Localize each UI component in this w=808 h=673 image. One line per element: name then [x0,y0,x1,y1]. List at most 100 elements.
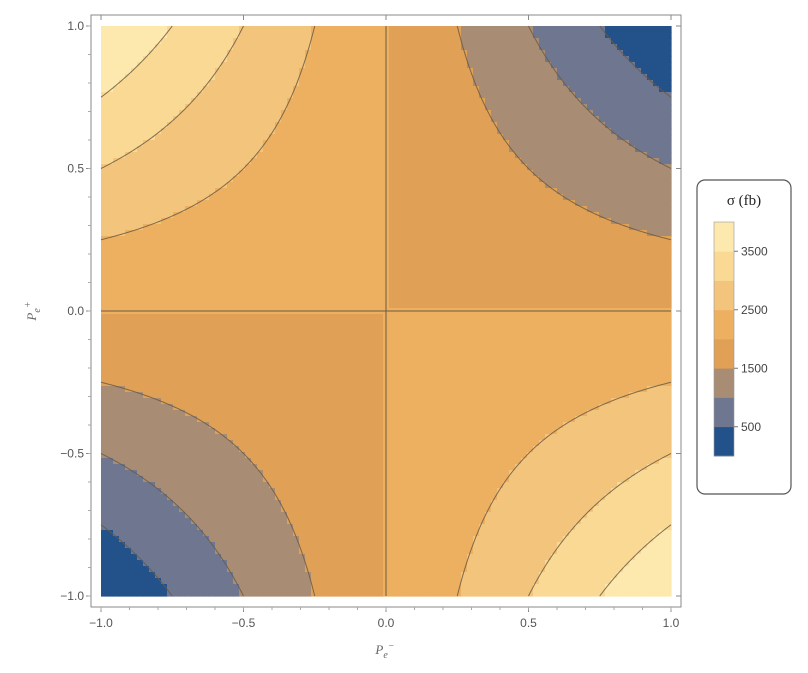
contour-cell [371,134,378,141]
contour-cell [131,500,138,507]
contour-cell [191,140,198,147]
contour-cell [125,566,132,573]
contour-cell [311,38,318,45]
contour-cell [149,404,156,411]
contour-cell [245,452,252,459]
contour-cell [137,284,144,291]
contour-cell [185,356,192,363]
contour-cell [251,302,258,309]
contour-cell [233,374,240,381]
contour-cell [329,62,336,69]
contour-cell [269,206,276,213]
contour-cell [335,566,342,573]
contour-cell [239,488,246,495]
contour-cell [389,578,396,585]
contour-cell [257,98,264,105]
contour-cell [317,194,324,201]
contour-cell [245,482,252,489]
contour-cell [245,140,252,147]
contour-cell [221,332,228,339]
contour-cell [401,494,408,501]
contour-cell [215,422,222,429]
contour-cell [293,380,300,387]
contour-cell [257,284,264,291]
contour-cell [245,92,252,99]
contour-cell [167,248,174,255]
contour-cell [269,476,276,483]
contour-cell [293,122,300,129]
contour-cell [305,434,312,441]
contour-cell [395,62,402,69]
contour-cell [173,302,180,309]
contour-cell [227,254,234,261]
contour-cell [311,110,318,117]
contour-cell [215,344,222,351]
contour-cell [251,272,258,279]
contour-cell [317,68,324,75]
contour-cell [179,572,186,579]
contour-cell [251,494,258,501]
contour-cell [407,548,414,555]
contour-cell [185,542,192,549]
contour-cell [239,422,246,429]
contour-cell [311,524,318,531]
contour-cell [185,200,192,207]
contour-cell [311,218,318,225]
contour-cell [245,590,252,597]
contour-cell [317,374,324,381]
contour-cell [191,170,198,177]
contour-cell [233,122,240,129]
contour-cell [263,134,270,141]
contour-cell [239,62,246,69]
contour-cell [167,302,174,309]
contour-cell [173,584,180,591]
contour-cell [137,230,144,237]
contour-cell [299,206,306,213]
contour-cell [245,170,252,177]
contour-cell [185,452,192,459]
contour-cell [119,164,126,171]
contour-cell [359,236,366,243]
contour-cell [401,230,408,237]
contour-cell [203,140,210,147]
contour-cell [275,578,282,585]
contour-cell [269,158,276,165]
contour-cell [179,260,186,267]
contour-cell [359,116,366,123]
contour-cell [125,284,132,291]
contour-cell [197,548,204,555]
contour-cell [179,170,186,177]
contour-cell [227,470,234,477]
contour-cell [107,572,114,579]
contour-cell [215,458,222,465]
contour-cell [305,104,312,111]
contour-cell [191,248,198,255]
contour-cell [119,464,126,471]
contour-cell [269,494,276,501]
contour-cell [179,278,186,285]
contour-cell [185,236,192,243]
contour-cell [353,476,360,483]
contour-cell [311,68,318,75]
contour-cell [125,320,132,327]
contour-cell [149,98,156,105]
contour-cell [311,194,318,201]
contour-cell [191,242,198,249]
contour-cell [251,188,258,195]
contour-cell [239,494,246,501]
contour-cell [107,464,114,471]
contour-cell [185,518,192,525]
contour-cell [293,104,300,111]
contour-cell [101,566,108,573]
contour-cell [341,566,348,573]
contour-cell [221,470,228,477]
contour-cell [131,368,138,375]
contour-cell [275,98,282,105]
contour-cell [245,404,252,411]
contour-cell [161,176,168,183]
contour-cell [317,494,324,501]
contour-cell [221,32,228,39]
contour-cell [329,206,336,213]
contour-cell [335,350,342,357]
contour-cell [269,560,276,567]
